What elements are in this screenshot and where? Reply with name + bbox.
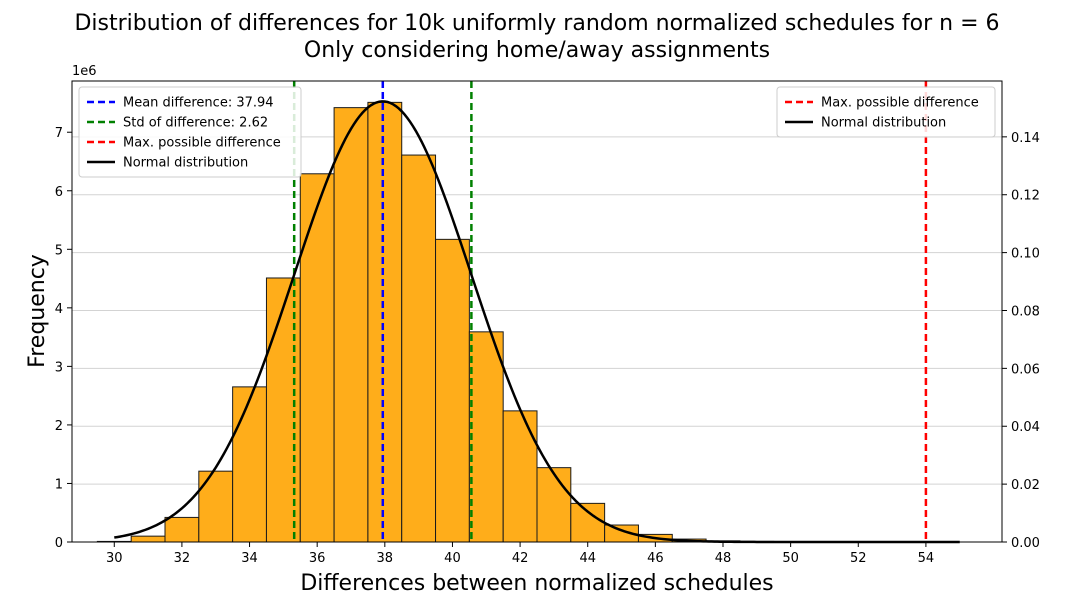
y-left-tick-label: 4 xyxy=(55,302,63,317)
x-tick-label: 30 xyxy=(106,551,123,566)
histogram-bar xyxy=(334,108,368,542)
histogram-bar xyxy=(233,387,267,542)
histogram-bar xyxy=(571,503,605,542)
chart-title-line2: Only considering home/away assignments xyxy=(304,38,770,63)
histogram-bar xyxy=(537,468,571,542)
histogram-bar xyxy=(368,102,402,542)
legend-label: Mean difference: 37.94 xyxy=(123,96,274,111)
histogram-bar xyxy=(469,332,503,542)
legend-label: Normal distribution xyxy=(123,156,248,171)
y-right-tick-label: 0.08 xyxy=(1011,304,1040,319)
histogram-bar xyxy=(165,517,199,542)
x-tick-label: 32 xyxy=(174,551,191,566)
y-left-tick-label: 7 xyxy=(55,126,63,141)
histogram-bar xyxy=(131,536,165,542)
legend-right: Max. possible difference Normal distribut… xyxy=(777,87,995,137)
x-tick-label: 48 xyxy=(715,551,732,566)
y-left-tick-label: 1 xyxy=(55,477,63,492)
x-tick-label: 40 xyxy=(444,551,461,566)
y-left-tick-label: 0 xyxy=(55,536,63,551)
x-tick-label: 36 xyxy=(309,551,326,566)
x-tick-label: 38 xyxy=(377,551,394,566)
y-left-tick-label: 5 xyxy=(55,243,63,258)
y-right-tick-label: 0.02 xyxy=(1011,478,1040,493)
x-tick-label: 54 xyxy=(918,551,935,566)
histogram-bar xyxy=(199,471,233,542)
x-tick-label: 44 xyxy=(579,551,596,566)
histogram-bar xyxy=(503,411,537,542)
x-axis-label: Differences between normalized schedules xyxy=(300,571,773,596)
y-left-tick-label: 2 xyxy=(55,419,63,434)
legend-label: Max. possible difference xyxy=(821,96,979,111)
y-right-tick-label: 0.12 xyxy=(1011,189,1040,204)
y-axis-label: Frequency xyxy=(25,254,50,368)
histogram-bar xyxy=(402,155,436,542)
y-right-tick-label: 0.06 xyxy=(1011,362,1040,377)
x-tick-label: 46 xyxy=(647,551,664,566)
legend-label: Std of difference: 2.62 xyxy=(123,116,268,131)
y-offset-label: 1e6 xyxy=(72,64,97,79)
chart-title-line1: Distribution of differences for 10k unif… xyxy=(74,11,999,36)
y-right-tick-label: 0.04 xyxy=(1011,420,1040,435)
x-tick-label: 34 xyxy=(241,551,258,566)
x-tick-label: 50 xyxy=(782,551,799,566)
legend-label: Normal distribution xyxy=(821,116,946,131)
legend-left: Mean difference: 37.94 Std of difference:… xyxy=(79,87,301,177)
y-right-tick-label: 0.14 xyxy=(1011,131,1040,146)
y-left-tick-label: 6 xyxy=(55,185,63,200)
legend-label: Max. possible difference xyxy=(123,136,281,151)
histogram-bar xyxy=(300,174,334,542)
x-tick-label: 42 xyxy=(512,551,529,566)
y-right-tick-label: 0.00 xyxy=(1011,536,1040,551)
x-tick-label: 52 xyxy=(850,551,867,566)
histogram-bar xyxy=(436,239,470,542)
y-right-tick-label: 0.10 xyxy=(1011,247,1040,262)
y-left-tick-label: 3 xyxy=(55,360,63,375)
